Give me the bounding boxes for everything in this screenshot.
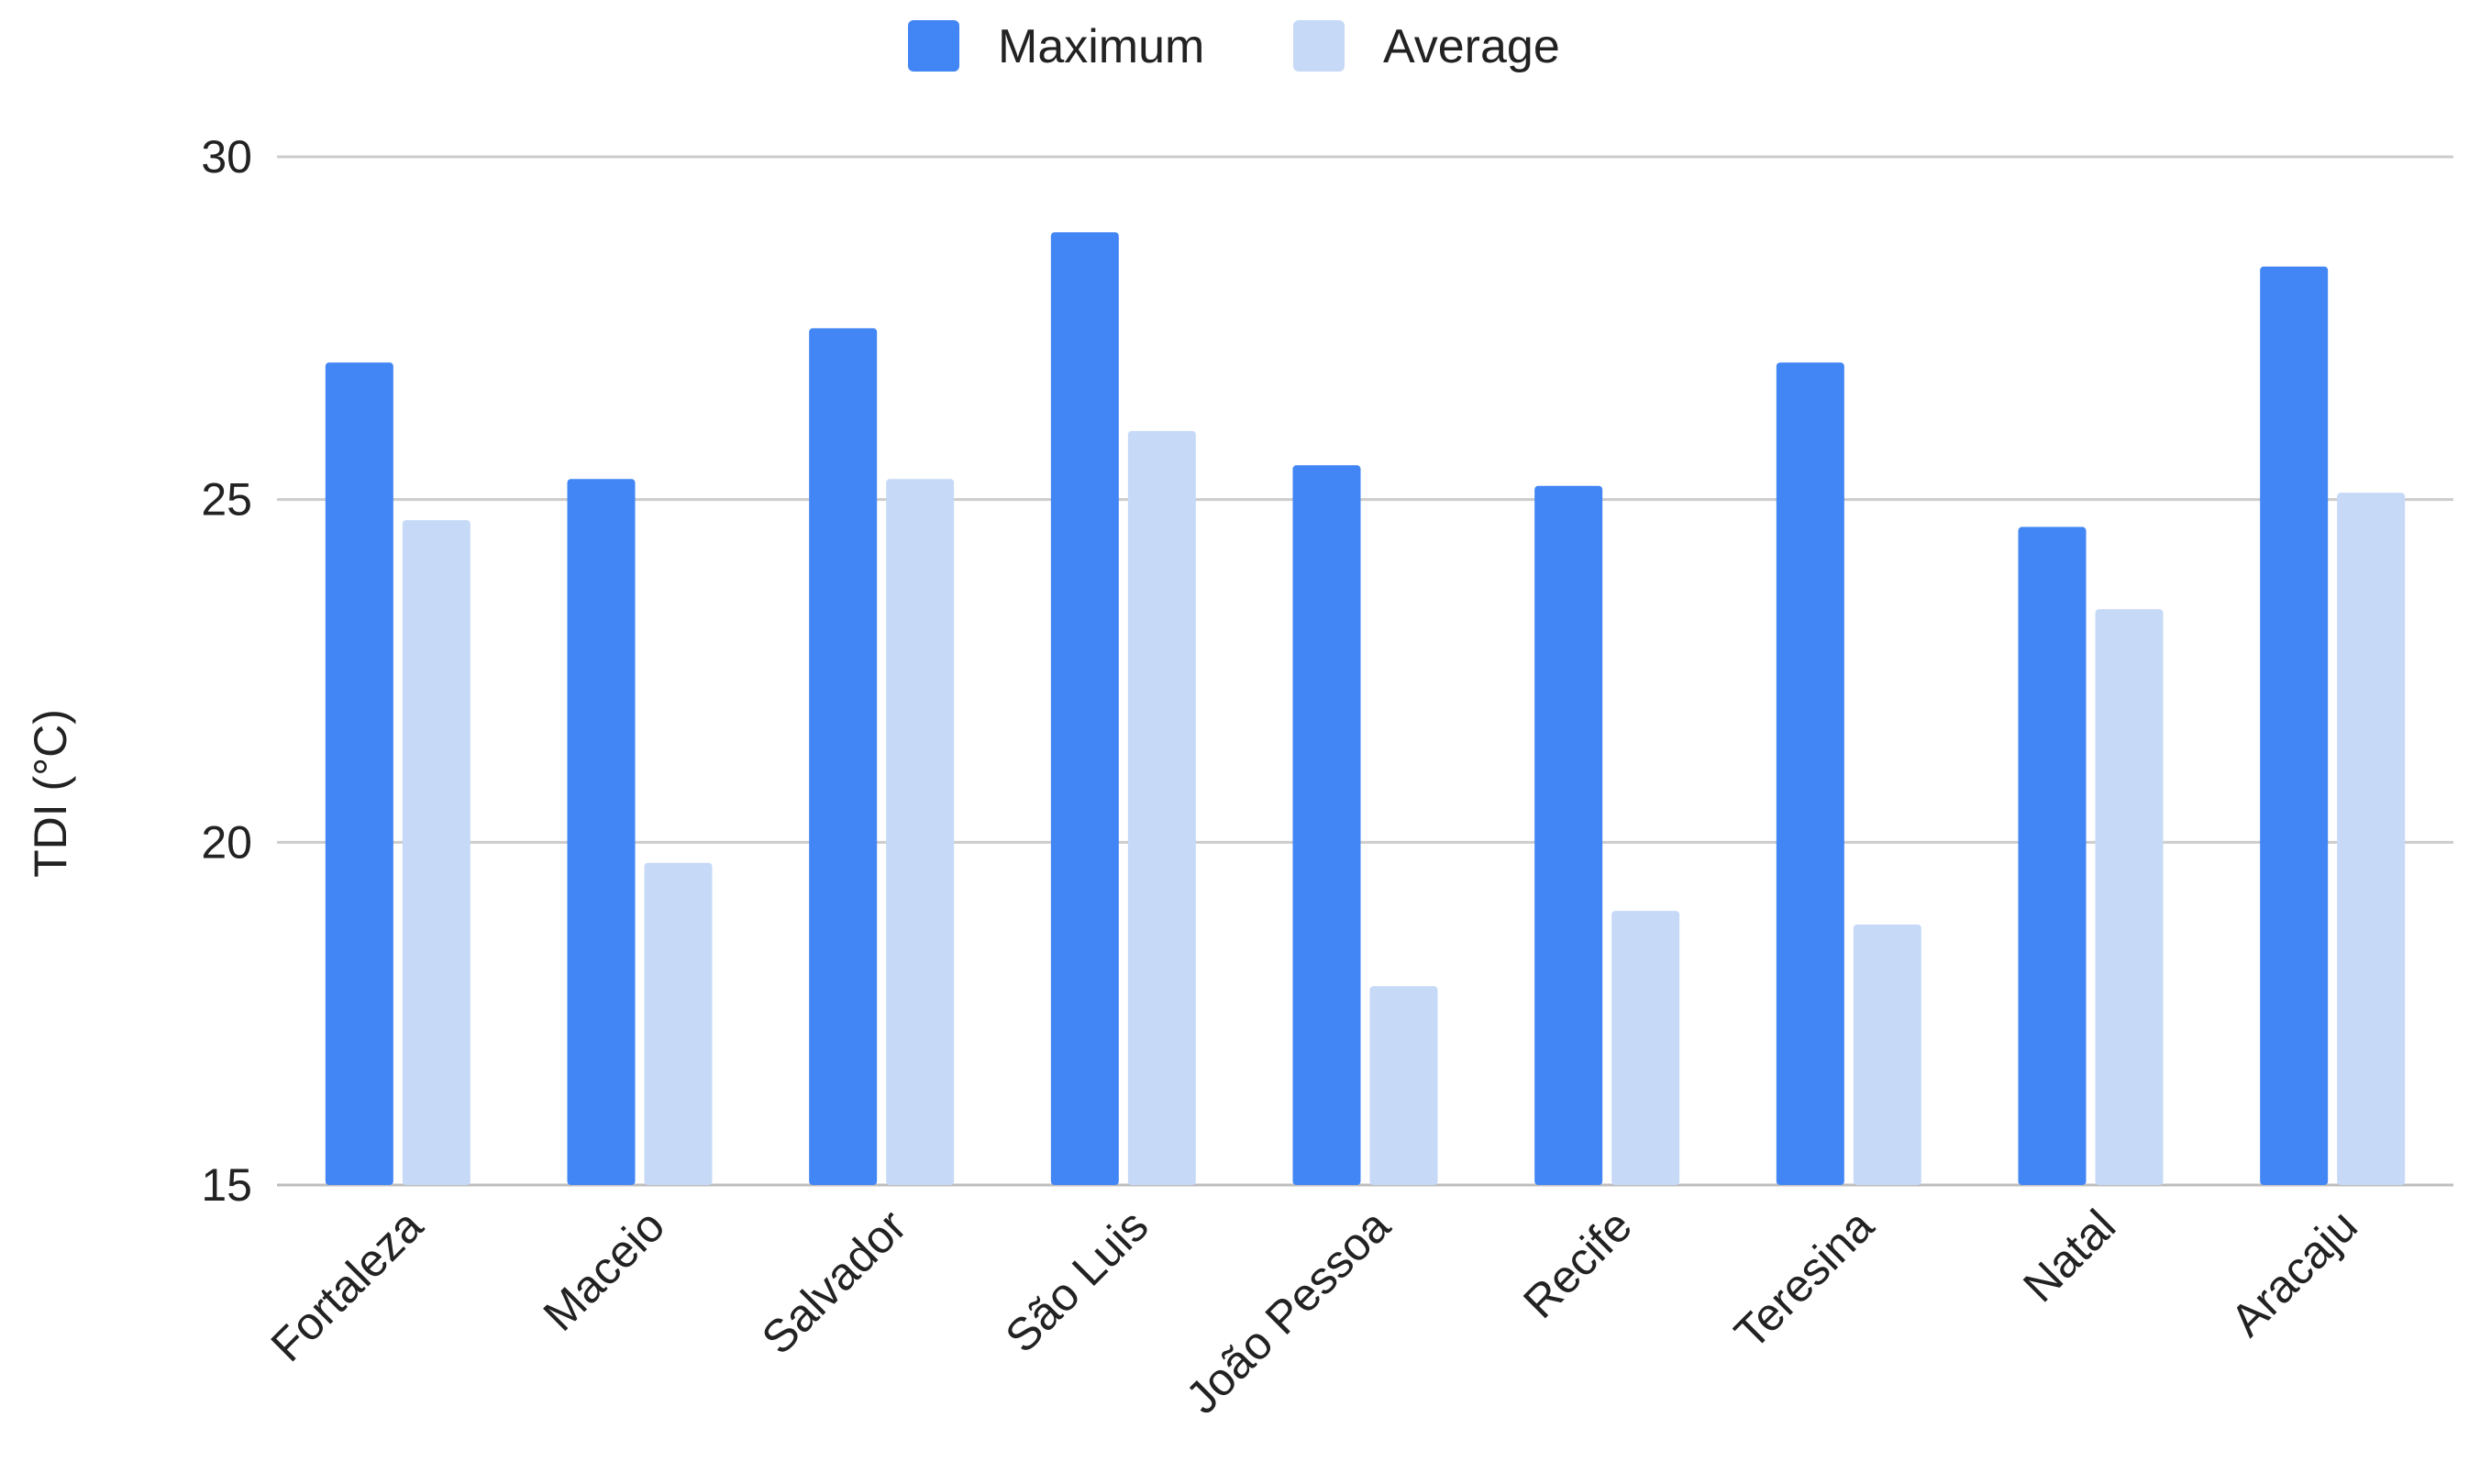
bar-maximum-3: [1050, 232, 1119, 1185]
bar-maximum-1: [567, 479, 636, 1185]
bar-average-5: [1611, 911, 1680, 1185]
bar-maximum-4: [1292, 465, 1361, 1185]
y-tick-label: 30: [201, 131, 252, 183]
legend-swatch-maximum: [908, 20, 959, 72]
x-category-label: Aracaju: [2220, 1200, 2366, 1346]
bar-maximum-6: [1776, 362, 1844, 1185]
legend: Maximum Average: [908, 20, 1560, 73]
gridlines: [277, 155, 2453, 1187]
x-category-label: São Luis: [995, 1200, 1157, 1362]
x-axis-category-labels: Fortaleza Maceio Salvador São Luis João Pess…: [261, 1200, 2367, 1423]
bar-maximum-8: [2260, 266, 2329, 1185]
bar-maximum-2: [809, 327, 878, 1185]
x-category-label: Maceio: [534, 1200, 675, 1341]
bars: [325, 232, 2406, 1185]
x-category-label: Recife: [1513, 1200, 1642, 1328]
y-axis-title: TDI (°C): [25, 709, 76, 878]
bar-average-0: [402, 520, 471, 1185]
bar-maximum-5: [1534, 485, 1603, 1185]
y-axis-ticks: 15 20 25 30: [201, 131, 252, 1211]
legend-label-maximum: Maximum: [998, 20, 1204, 73]
bar-average-1: [644, 862, 713, 1185]
bar-average-4: [1369, 986, 1438, 1185]
x-category-label: João Pessoa: [1176, 1200, 1400, 1423]
bar-average-3: [1127, 430, 1196, 1185]
y-tick-label: 15: [201, 1159, 252, 1211]
legend-label-average: Average: [1383, 20, 1560, 73]
bar-maximum-7: [2018, 526, 2087, 1185]
y-tick-label: 20: [201, 816, 252, 868]
x-category-label: Teresina: [1724, 1200, 1883, 1358]
bar-average-7: [2095, 609, 2164, 1185]
bar-average-2: [886, 479, 955, 1185]
y-tick-label: 25: [201, 474, 252, 526]
bar-average-8: [2337, 493, 2406, 1185]
legend-swatch-average: [1293, 20, 1345, 72]
bar-average-6: [1853, 925, 1921, 1185]
x-category-label: Salvador: [752, 1200, 916, 1364]
x-category-label: Natal: [2013, 1200, 2125, 1312]
x-category-label: Fortaleza: [261, 1200, 433, 1371]
bar-maximum-0: [325, 362, 393, 1185]
